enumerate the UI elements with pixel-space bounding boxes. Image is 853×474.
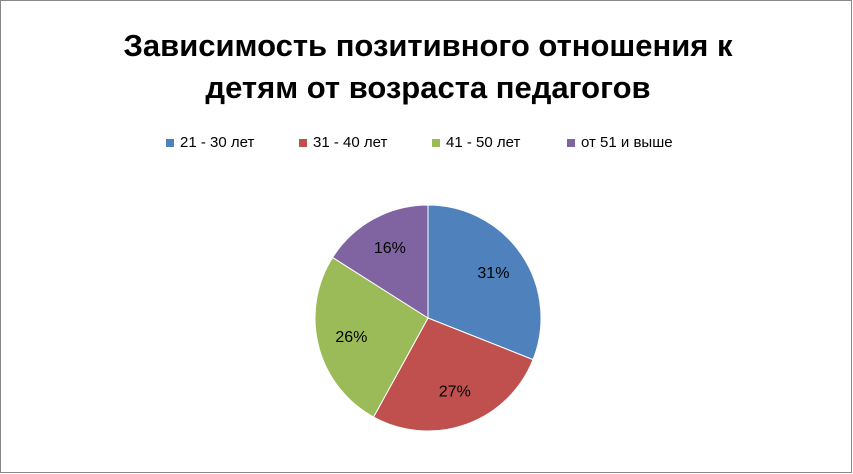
pie-slice <box>331 204 429 319</box>
legend-label: 31 - 40 лет <box>313 134 387 151</box>
legend-marker <box>299 139 307 147</box>
pie-slice <box>314 256 429 418</box>
chart-title: детям от возраста педагогов <box>205 70 650 105</box>
data-label: 31% <box>477 265 509 282</box>
legend-label: от 51 и выше <box>581 134 673 151</box>
data-label: 16% <box>374 240 406 257</box>
data-label: 26% <box>335 329 367 346</box>
legend-label: 21 - 30 лет <box>180 134 254 151</box>
pie-slice <box>427 204 542 361</box>
chart-title: Зависимость позитивного отношения к <box>123 28 733 63</box>
legend-marker <box>567 139 575 147</box>
pie-slice <box>372 317 534 432</box>
data-label: 27% <box>439 384 471 401</box>
legend-marker <box>166 139 174 147</box>
legend-marker <box>432 139 440 147</box>
legend-label: 41 - 50 лет <box>446 134 520 151</box>
